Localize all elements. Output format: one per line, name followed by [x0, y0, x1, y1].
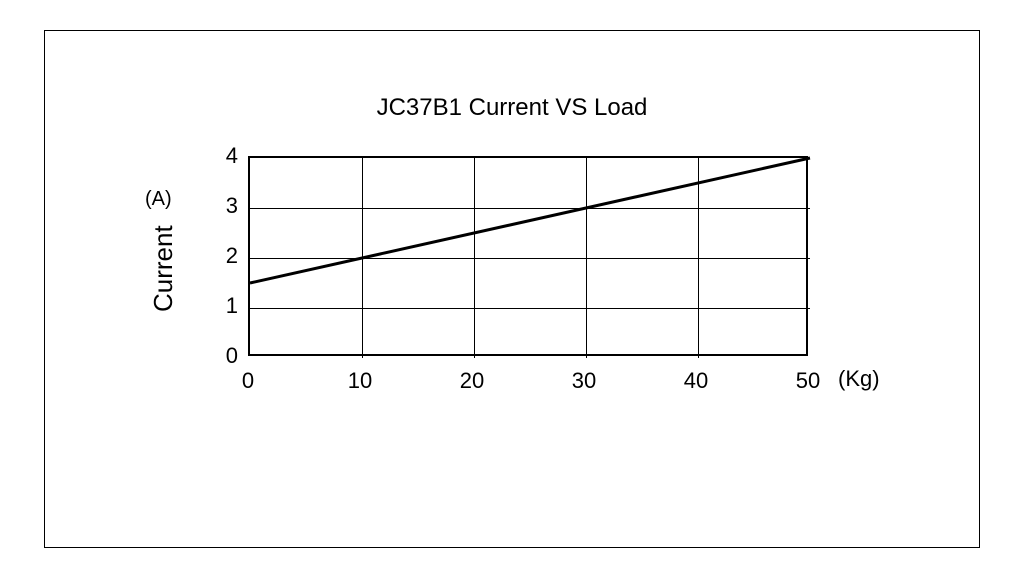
- grid-horizontal: [250, 208, 810, 209]
- grid-horizontal: [250, 308, 810, 309]
- y-tick-label: 3: [198, 193, 238, 219]
- y-tick-label: 2: [198, 243, 238, 269]
- grid-horizontal: [250, 258, 810, 259]
- y-axis-unit: (A): [145, 188, 172, 211]
- chart-plot-area: [248, 156, 808, 356]
- x-tick-label: 30: [554, 368, 614, 394]
- y-tick-label: 4: [198, 143, 238, 169]
- x-tick-label: 50: [778, 368, 838, 394]
- x-tick-label: 0: [218, 368, 278, 394]
- y-tick-label: 1: [198, 293, 238, 319]
- x-tick-label: 20: [442, 368, 502, 394]
- y-axis-label: Current: [148, 225, 179, 312]
- x-tick-label: 10: [330, 368, 390, 394]
- chart-title: JC37B1 Current VS Load: [312, 94, 712, 122]
- x-axis-unit: (Kg): [838, 366, 880, 392]
- x-tick-label: 40: [666, 368, 726, 394]
- series-line: [250, 158, 810, 283]
- y-tick-label: 0: [198, 343, 238, 369]
